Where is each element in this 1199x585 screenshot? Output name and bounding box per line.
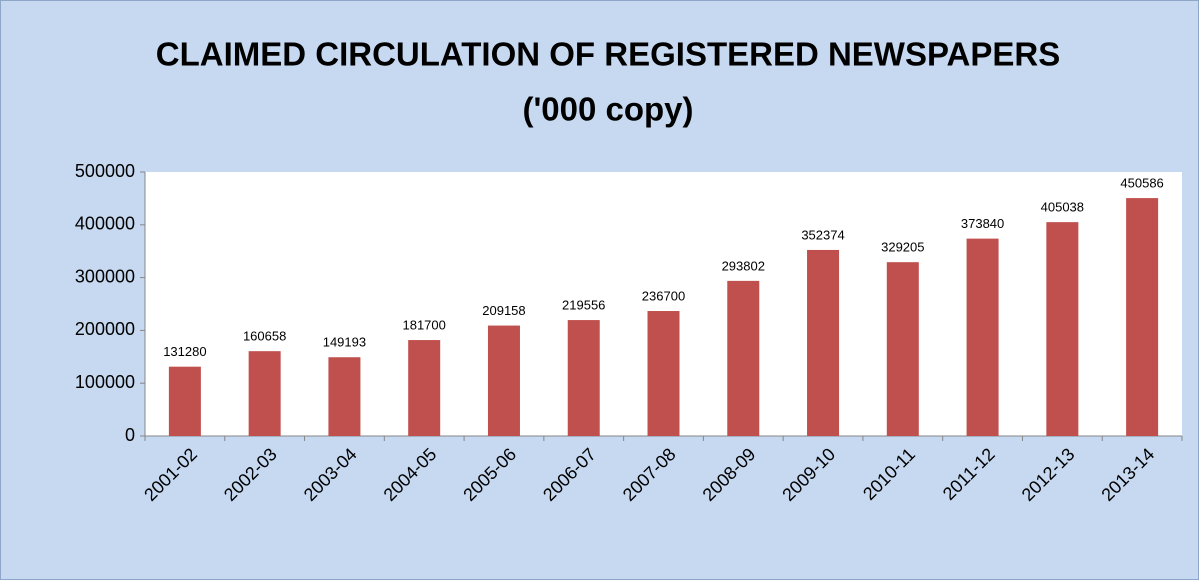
data-label: 209158: [482, 303, 525, 318]
data-label: 219556: [562, 298, 605, 313]
bar: [168, 366, 201, 436]
data-label: 131280: [163, 344, 206, 359]
bar: [567, 320, 600, 436]
data-label: 352374: [801, 227, 844, 242]
y-tick-label: 400000: [75, 214, 135, 234]
y-tick-label: 500000: [75, 161, 135, 181]
chart-title: ('000 copy): [522, 91, 693, 128]
chart-title: CLAIMED CIRCULATION OF REGISTERED NEWSPA…: [156, 36, 1060, 73]
y-tick-label: 100000: [75, 372, 135, 392]
data-label: 450586: [1120, 176, 1163, 191]
bar: [408, 340, 441, 436]
data-label: 373840: [961, 216, 1004, 231]
data-label: 181700: [402, 317, 445, 332]
bar: [487, 325, 520, 436]
bar: [727, 280, 760, 436]
bar: [807, 249, 840, 436]
bar: [248, 351, 281, 436]
data-label: 236700: [642, 288, 685, 303]
y-tick-label: 200000: [75, 319, 135, 339]
data-label: 293802: [722, 258, 765, 273]
bar: [1046, 222, 1079, 436]
bar: [328, 357, 361, 436]
data-label: 149193: [323, 335, 366, 350]
y-tick-label: 0: [125, 425, 135, 445]
data-label: 160658: [243, 329, 286, 344]
bar: [886, 262, 919, 436]
data-label: 405038: [1041, 200, 1084, 215]
bar: [1126, 198, 1159, 436]
bar: [647, 311, 680, 436]
bar: [966, 238, 999, 436]
data-label: 329205: [881, 240, 924, 255]
y-tick-label: 300000: [75, 266, 135, 286]
